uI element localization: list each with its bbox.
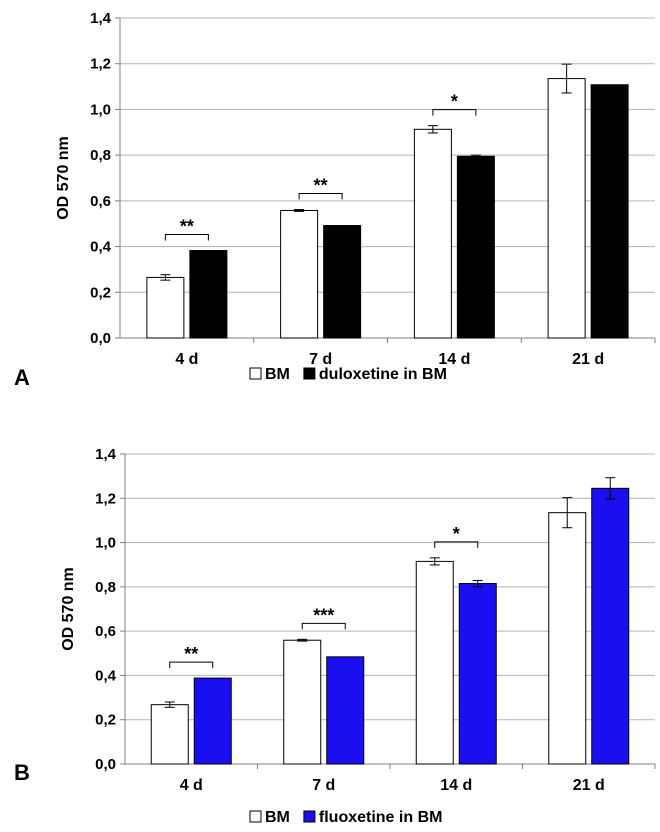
bar-treatment xyxy=(323,225,362,339)
significance-label: ** xyxy=(180,216,194,236)
legend-swatch xyxy=(303,367,316,380)
y-tick-label: 1,0 xyxy=(90,101,111,118)
significance-bracket xyxy=(301,622,346,630)
significance-label: *** xyxy=(313,605,334,625)
significance-bracket xyxy=(434,541,479,548)
bar-control xyxy=(146,276,185,339)
legend: BM duloxetine in BM xyxy=(249,366,447,383)
significance-bracket xyxy=(298,193,343,200)
x-category-label: 7 d xyxy=(309,351,332,368)
legend-label: BM xyxy=(265,809,290,826)
y-tick-label: 0,0 xyxy=(95,756,116,773)
panel-label: B xyxy=(14,760,30,785)
significance-label: * xyxy=(451,92,458,112)
chart-panel-b: 0,0 0,2 0,4 0,6 0,8 1,0 1,2 1,4 OD 570 nm 4 d ** 7 … xyxy=(14,446,656,826)
bar-control xyxy=(413,128,452,339)
panel-label: A xyxy=(14,365,30,390)
bar-treatment xyxy=(189,249,228,339)
bar-control xyxy=(548,512,587,765)
x-category-label: 14 d xyxy=(438,351,470,368)
significance-bracket xyxy=(164,233,209,241)
y-tick-label: 0,0 xyxy=(90,330,111,347)
x-category-label: 4 d xyxy=(175,351,198,368)
bar-treatment xyxy=(456,155,495,339)
y-tick-label: 1,4 xyxy=(95,446,117,463)
y-tick-label: 0,8 xyxy=(90,147,111,164)
legend-label: BM xyxy=(265,366,290,383)
significance-label: ** xyxy=(184,644,198,664)
legend-swatch xyxy=(249,810,262,823)
bar-control xyxy=(280,209,319,339)
y-tick-label: 1,2 xyxy=(90,56,111,73)
x-category-label: 7 d xyxy=(312,777,335,794)
x-category-label: 4 d xyxy=(180,777,203,794)
bar-control xyxy=(283,639,322,765)
y-tick-label: 0,4 xyxy=(90,239,112,256)
x-category-label: 21 d xyxy=(572,351,604,368)
bar-control xyxy=(547,78,586,339)
y-axis-title: OD 570 nm xyxy=(55,136,72,220)
y-tick-label: 0,6 xyxy=(90,193,111,210)
legend-label: duloxetine in BM xyxy=(319,366,447,383)
y-axis-title: OD 570 nm xyxy=(60,567,77,651)
chart-panel-a: 0,0 0,2 0,4 0,6 0,8 1,0 1,2 1,4 OD 570 nm 4 d ** 7 … xyxy=(14,10,656,390)
y-tick-label: 1,2 xyxy=(95,490,116,507)
legend-swatch xyxy=(303,810,316,823)
bar-treatment xyxy=(590,84,629,339)
significance-bracket xyxy=(169,661,214,669)
bar-treatment xyxy=(458,583,497,765)
y-tick-label: 0,2 xyxy=(90,284,111,301)
bar-treatment xyxy=(591,487,630,765)
bar-treatment xyxy=(193,677,232,765)
y-tick-label: 0,6 xyxy=(95,623,116,640)
significance-label: * xyxy=(453,524,460,544)
y-tick-label: 0,2 xyxy=(95,712,116,729)
legend-label: fluoxetine in BM xyxy=(319,809,443,826)
legend-swatch xyxy=(249,367,262,380)
bar-treatment xyxy=(326,656,365,765)
bar-control xyxy=(415,560,454,765)
significance-bracket xyxy=(432,109,477,116)
y-tick-label: 0,8 xyxy=(95,579,116,596)
y-tick-label: 1,0 xyxy=(95,535,116,552)
legend: BM fluoxetine in BM xyxy=(249,809,443,826)
y-tick-label: 1,4 xyxy=(90,10,112,27)
significance-label: ** xyxy=(314,176,328,196)
y-tick-label: 0,4 xyxy=(95,667,117,684)
x-category-label: 21 d xyxy=(573,777,605,794)
bar-control xyxy=(150,704,189,765)
x-category-label: 14 d xyxy=(440,777,472,794)
